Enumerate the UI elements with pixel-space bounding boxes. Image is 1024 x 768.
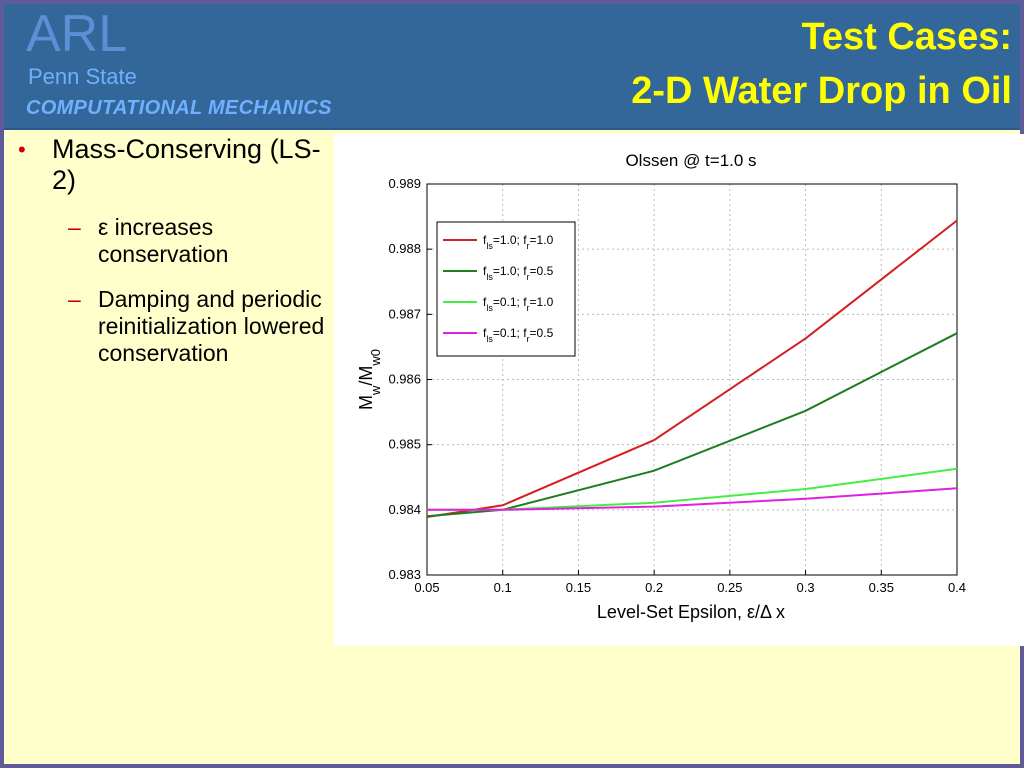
y-tick-label: 0.985 bbox=[388, 437, 421, 452]
chart-ticks: 0.05 0.1 0.15 0.2 0.25 0.3 0.35 0.4 0.983 0.984 0.… bbox=[388, 176, 966, 595]
bullet-main-text: Mass-Conserving (LS-2) bbox=[52, 134, 321, 195]
x-axis-label: Level-Set Epsilon, ε/Δ x bbox=[597, 602, 785, 622]
legend-entry: fls=0.1; fr=1.0 bbox=[483, 295, 554, 313]
y-tick-label: 0.989 bbox=[388, 176, 421, 191]
bullet-sub-2: – Damping and periodic reinitialization … bbox=[12, 286, 332, 367]
chart-title: Olssen @ t=1.0 s bbox=[625, 151, 756, 170]
bullet-main: • Mass-Conserving (LS-2) bbox=[12, 134, 332, 196]
x-tick-label: 0.05 bbox=[414, 580, 439, 595]
chart-panel: Olssen @ t=1.0 s 0.05 0.1 0.15 0.2 0.25 0.3 0.… bbox=[334, 134, 1024, 646]
logo-arl: ARL bbox=[26, 5, 128, 63]
x-tick-label: 0.25 bbox=[717, 580, 742, 595]
series-line bbox=[427, 487, 958, 511]
legend-entry: fls=1.0; fr=1.0 bbox=[483, 233, 554, 251]
y-axis-label: Mw/Mw0 bbox=[356, 349, 383, 410]
bullet-sub-1: – ε increases conservation bbox=[12, 214, 332, 268]
x-tick-label: 0.15 bbox=[566, 580, 591, 595]
y-tick-label: 0.986 bbox=[388, 372, 421, 387]
bullet-icon: • bbox=[18, 137, 26, 162]
legend-entry: fls=0.1; fr=0.5 bbox=[483, 326, 554, 344]
x-tick-label: 0.35 bbox=[869, 580, 894, 595]
x-tick-label: 0.1 bbox=[494, 580, 512, 595]
slide: ARL Penn State COMPUTATIONAL MECHANICS T… bbox=[4, 4, 1024, 764]
series-line bbox=[426, 332, 958, 518]
y-tick-label: 0.988 bbox=[388, 241, 421, 256]
y-tick-label: 0.987 bbox=[388, 306, 421, 321]
chart-legend: fls=1.0; fr=1.0 fls=1.0; fr=0.5 fls=0.1; f… bbox=[436, 221, 576, 357]
legend-entry: fls=1.0; fr=0.5 bbox=[483, 264, 554, 282]
y-tick-label: 0.983 bbox=[388, 567, 421, 582]
chart-series bbox=[426, 219, 958, 518]
header-bar: ARL Penn State COMPUTATIONAL MECHANICS T… bbox=[4, 4, 1020, 130]
slide-title-line2: 2-D Water Drop in Oil bbox=[631, 70, 1012, 112]
dash-icon: – bbox=[68, 286, 81, 312]
x-tick-label: 0.2 bbox=[645, 580, 663, 595]
x-tick-label: 0.4 bbox=[948, 580, 966, 595]
logo-dept: COMPUTATIONAL MECHANICS bbox=[26, 97, 332, 119]
y-tick-label: 0.984 bbox=[388, 502, 421, 517]
dash-icon: – bbox=[68, 214, 81, 240]
slide-title-line1: Test Cases: bbox=[801, 16, 1012, 58]
logo-org: Penn State bbox=[28, 64, 137, 89]
x-tick-label: 0.3 bbox=[797, 580, 815, 595]
line-chart: Olssen @ t=1.0 s 0.05 0.1 0.15 0.2 0.25 0.3 0.… bbox=[356, 151, 966, 622]
bullet-sub-1-text: ε increases conservation bbox=[98, 214, 229, 267]
bullet-sub-2-text: Damping and periodic reinitialization lo… bbox=[98, 286, 325, 366]
bullet-list: • Mass-Conserving (LS-2) – ε increases c… bbox=[12, 134, 332, 367]
